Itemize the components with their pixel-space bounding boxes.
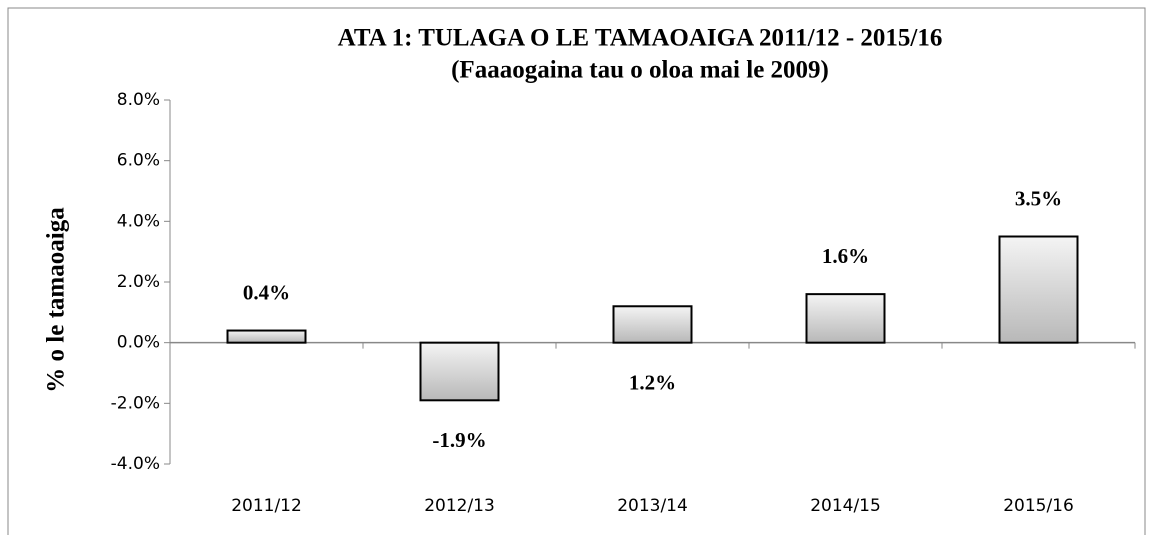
chart-border — [7, 7, 1146, 535]
x-tick-label: 2014/15 — [810, 496, 881, 516]
y-tick-label: 8.0% — [117, 90, 160, 110]
data-label: 1.6% — [822, 244, 869, 268]
y-tick-label: 0.0% — [117, 333, 160, 353]
y-tick-label: -4.0% — [111, 454, 160, 474]
x-tick-label: 2013/14 — [617, 496, 688, 516]
x-tick-label: 2011/12 — [231, 496, 302, 516]
chart-subtitle: (Faaaogaina tau o oloa mai le 2009) — [451, 57, 829, 84]
y-tick-label: 2.0% — [117, 272, 160, 292]
x-tick-label: 2015/16 — [1003, 496, 1074, 516]
data-label: 0.4% — [243, 280, 290, 304]
y-tick-label: -2.0% — [111, 393, 160, 413]
bar — [805, 293, 886, 344]
y-axis-label: % o le tamaoaiga — [43, 207, 70, 393]
data-label: 3.5% — [1015, 186, 1062, 210]
bar — [226, 329, 307, 344]
y-tick-label: 4.0% — [117, 211, 160, 231]
data-label: 1.2% — [629, 370, 676, 394]
x-tick-label: 2012/13 — [424, 496, 495, 516]
data-label: -1.9% — [432, 428, 486, 452]
bar — [419, 341, 500, 402]
bar — [612, 305, 693, 344]
chart-title: ATA 1: TULAGA O LE TAMAOAIGA 2011/12 - 2… — [338, 25, 943, 52]
y-tick-label: 6.0% — [117, 151, 160, 171]
bar — [998, 235, 1079, 344]
